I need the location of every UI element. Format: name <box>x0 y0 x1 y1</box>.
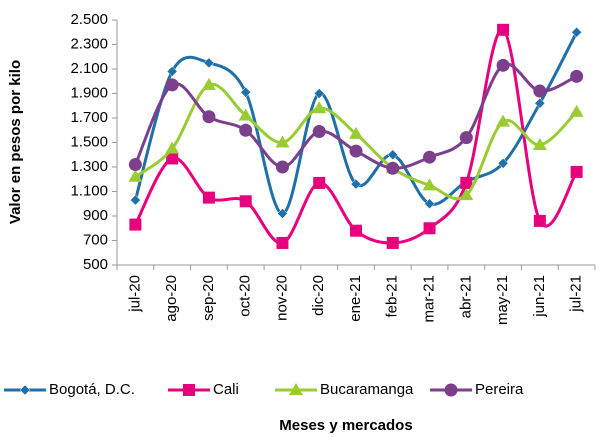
data-point <box>165 78 179 92</box>
data-point <box>275 160 289 174</box>
x-tick-label: oct-20 <box>237 275 254 317</box>
data-point <box>130 194 141 206</box>
data-point <box>202 110 216 124</box>
data-point <box>459 188 474 201</box>
data-point <box>423 150 437 164</box>
x-tick-label: dic-20 <box>310 275 327 316</box>
y-tick-label: 500 <box>83 256 108 273</box>
data-point <box>497 157 509 169</box>
data-point <box>128 158 142 172</box>
data-point <box>312 101 327 114</box>
data-point <box>387 149 399 161</box>
x-tick-label: nov-20 <box>273 275 290 321</box>
data-point <box>459 131 473 145</box>
data-point <box>422 178 437 191</box>
data-point <box>570 165 583 178</box>
data-point <box>533 84 547 98</box>
data-point <box>349 126 363 139</box>
data-point <box>424 198 435 210</box>
data-point <box>239 195 252 208</box>
x-tick-label: abr-21 <box>457 275 474 318</box>
x-tick-label: feb-21 <box>384 275 401 318</box>
data-point <box>276 236 289 249</box>
data-point <box>201 77 216 90</box>
legend-label: Pereira <box>475 381 524 398</box>
x-tick-label: jul-21 <box>568 275 585 313</box>
data-point <box>496 58 510 72</box>
data-point <box>128 169 143 182</box>
data-point <box>534 97 546 109</box>
data-point <box>460 176 473 189</box>
y-tick-label: 1.500 <box>70 133 108 150</box>
y-axis-title: Valor en pesos por kilo <box>7 60 24 224</box>
legend-marker <box>444 383 458 397</box>
data-point <box>496 114 511 127</box>
data-point <box>165 141 180 154</box>
data-point <box>532 137 547 150</box>
data-point <box>240 86 252 98</box>
data-point <box>312 124 326 138</box>
data-point <box>275 135 290 148</box>
y-tick-label: 2.100 <box>70 60 108 77</box>
data-point <box>277 208 288 219</box>
y-tick-label: 1.700 <box>70 109 108 126</box>
data-point <box>423 222 436 235</box>
data-point <box>313 88 325 99</box>
y-tick-label: 1.900 <box>70 84 108 101</box>
y-tick-label: 900 <box>83 207 108 224</box>
y-tick-label: 1.100 <box>70 182 108 199</box>
data-point <box>497 23 510 36</box>
data-point <box>202 191 215 204</box>
data-point <box>350 178 362 190</box>
data-point <box>570 69 584 83</box>
legend-marker <box>19 384 31 396</box>
legend-label: Bogotá, D.C. <box>49 381 135 398</box>
data-point <box>386 236 399 249</box>
x-tick-label: mar-21 <box>421 275 438 323</box>
data-point <box>313 176 326 189</box>
legend-marker <box>289 383 303 395</box>
data-point <box>129 218 142 231</box>
data-point <box>238 108 253 121</box>
y-tick-label: 2.300 <box>70 35 108 52</box>
x-tick-label: ago-20 <box>163 275 180 322</box>
x-tick-label: may-21 <box>494 275 511 325</box>
legend-label: Cali <box>213 381 239 398</box>
x-tick-label: jul-20 <box>126 275 143 313</box>
data-point <box>203 57 215 69</box>
data-point <box>533 214 546 227</box>
x-tick-label: sep-20 <box>200 275 217 321</box>
data-point <box>166 152 179 165</box>
x-axis-title: Meses y mercados <box>279 417 412 434</box>
legend-label: Bucaramanga <box>320 381 414 398</box>
y-tick-label: 2.500 <box>70 11 108 28</box>
data-point <box>239 123 253 137</box>
x-tick-label: ene-21 <box>347 275 364 322</box>
legend-marker <box>183 384 195 396</box>
data-point <box>571 26 582 38</box>
data-point <box>350 224 362 237</box>
x-tick-label: jun-21 <box>531 275 548 318</box>
data-point <box>166 66 178 77</box>
data-point <box>569 104 584 117</box>
y-tick-label: 700 <box>83 231 108 248</box>
y-tick-label: 1.300 <box>70 158 108 175</box>
data-point <box>349 144 363 158</box>
data-point <box>386 161 400 175</box>
